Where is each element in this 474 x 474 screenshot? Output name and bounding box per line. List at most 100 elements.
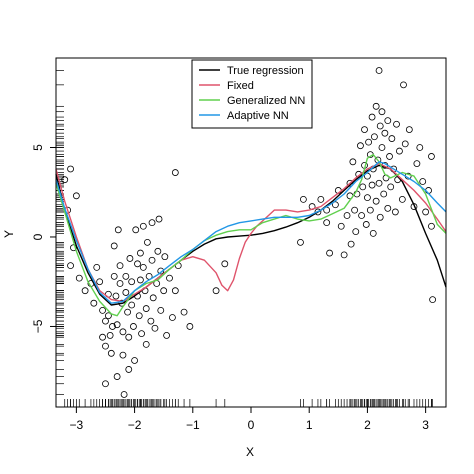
data-point xyxy=(413,160,421,167)
data-point xyxy=(67,165,74,173)
data-point xyxy=(67,262,74,270)
data-point xyxy=(375,67,383,74)
data-point xyxy=(120,391,128,398)
series-line xyxy=(55,153,447,317)
series-line xyxy=(55,162,447,303)
data-point xyxy=(401,140,409,148)
data-point xyxy=(149,294,157,302)
data-point xyxy=(340,251,348,259)
data-point xyxy=(391,208,399,216)
data-point xyxy=(132,226,140,234)
data-point xyxy=(125,366,133,373)
data-point xyxy=(384,204,392,212)
data-point xyxy=(169,314,176,321)
data-point xyxy=(371,133,378,141)
data-point xyxy=(368,113,376,121)
data-point xyxy=(128,301,136,309)
data-point xyxy=(142,305,150,312)
data-point xyxy=(171,169,179,176)
data-point xyxy=(102,317,109,325)
data-point xyxy=(124,308,131,316)
data-point xyxy=(337,222,345,230)
data-point xyxy=(352,228,360,236)
data-point xyxy=(61,176,69,184)
data-point xyxy=(122,289,130,296)
data-point xyxy=(384,117,392,125)
data-point xyxy=(366,206,374,214)
data-point xyxy=(376,122,384,130)
data-point xyxy=(376,213,384,221)
data-point xyxy=(368,181,376,189)
legend-label: Generalized NN xyxy=(227,95,305,107)
data-point xyxy=(372,197,380,205)
data-point xyxy=(375,179,383,187)
data-point xyxy=(99,333,106,341)
data-point xyxy=(102,380,109,388)
x-tick-label: 3 xyxy=(422,418,429,432)
data-point xyxy=(160,287,168,295)
data-point xyxy=(357,142,364,150)
data-point xyxy=(134,260,141,268)
data-point xyxy=(369,229,377,237)
y-tick-label: 5 xyxy=(31,144,45,151)
data-point xyxy=(346,179,354,187)
data-point xyxy=(116,280,124,287)
data-point xyxy=(147,317,155,325)
data-point xyxy=(148,219,156,227)
data-point xyxy=(112,292,120,300)
data-point xyxy=(347,240,355,248)
y-rug xyxy=(56,70,64,395)
data-point xyxy=(381,129,389,137)
data-point xyxy=(171,287,179,295)
data-point xyxy=(419,178,427,185)
data-point xyxy=(99,306,106,314)
data-point xyxy=(139,222,147,230)
data-point xyxy=(365,138,372,146)
data-point xyxy=(138,330,145,338)
data-point xyxy=(113,321,121,329)
data-point xyxy=(139,263,147,271)
data-point xyxy=(364,194,371,202)
data-point xyxy=(131,357,138,364)
data-point xyxy=(317,195,325,203)
x-rug xyxy=(64,399,433,407)
data-point xyxy=(125,333,133,341)
data-point xyxy=(155,215,163,223)
data-point xyxy=(75,274,83,282)
legend-label: Adaptive NN xyxy=(227,110,289,122)
data-point xyxy=(387,183,395,191)
x-axis-label: X xyxy=(246,445,254,459)
y-tick-label: −5 xyxy=(31,319,45,333)
x-tick-label: −3 xyxy=(70,418,84,432)
data-point xyxy=(405,126,413,133)
data-point xyxy=(130,323,137,330)
data-point xyxy=(110,272,118,280)
data-point xyxy=(116,262,124,270)
data-point xyxy=(299,195,307,203)
data-point xyxy=(157,267,165,275)
legend: True regression Fixed Generalized NN Adapti… xyxy=(191,59,313,129)
data-point xyxy=(81,287,89,295)
legend-label: True regression xyxy=(227,65,304,77)
data-point xyxy=(96,278,104,286)
data-point xyxy=(157,306,165,314)
data-point xyxy=(393,120,400,128)
x-tick-label: −2 xyxy=(128,418,142,432)
data-point xyxy=(388,135,396,142)
data-point xyxy=(161,253,169,261)
scatter-points xyxy=(61,67,437,398)
data-point xyxy=(128,278,136,286)
data-point xyxy=(221,260,229,268)
data-point xyxy=(359,183,367,191)
data-point xyxy=(416,144,424,151)
data-point xyxy=(186,323,194,330)
data-point xyxy=(119,328,127,336)
data-point xyxy=(428,153,435,160)
data-point xyxy=(107,349,115,357)
data-point xyxy=(351,206,359,214)
data-point xyxy=(109,323,116,330)
series-line xyxy=(55,164,447,306)
data-point xyxy=(104,312,112,320)
data-point xyxy=(137,276,144,284)
data-point xyxy=(154,247,162,255)
